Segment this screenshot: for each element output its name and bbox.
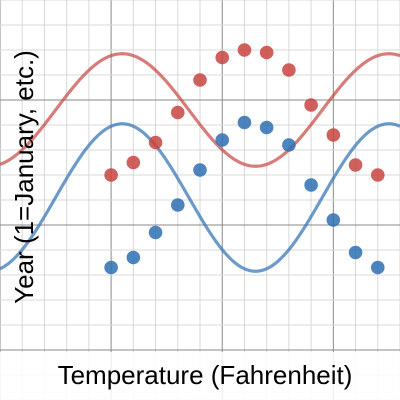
x-axis-label: Temperature (Fahrenheit) <box>58 360 353 390</box>
series-1-point <box>326 128 341 142</box>
series-2-point <box>148 225 163 240</box>
series-2-fit-curve <box>0 122 400 273</box>
series-2-point <box>348 245 363 260</box>
series-2-point <box>126 250 141 265</box>
curves <box>0 52 400 273</box>
series-1-point <box>259 45 274 60</box>
series-1-point <box>237 43 252 57</box>
series-1-point <box>370 168 385 182</box>
series-2-point <box>104 260 118 275</box>
series-2-point <box>237 115 252 130</box>
series-2-point <box>326 213 341 227</box>
series-1-point <box>148 135 163 150</box>
series-2-point <box>370 260 385 275</box>
series-1-point <box>215 50 230 65</box>
series-1-point <box>170 105 185 120</box>
series-1-point <box>104 168 118 182</box>
series-2-point <box>170 198 185 212</box>
series-2-point <box>304 178 318 192</box>
series-1-point <box>126 155 141 170</box>
series-1-point <box>282 63 296 77</box>
points <box>104 43 385 275</box>
series-1-point <box>304 98 318 112</box>
series-1-fit-curve <box>0 52 400 168</box>
series-2-point <box>193 163 207 177</box>
x-label-background <box>0 352 400 400</box>
series-2-point <box>215 133 230 147</box>
y-axis-label: Year (1=January, etc.) <box>9 50 39 304</box>
series-2-point <box>282 138 296 152</box>
series-1-point <box>193 73 207 87</box>
series-2-point <box>259 120 274 135</box>
series-1-point <box>348 158 363 172</box>
